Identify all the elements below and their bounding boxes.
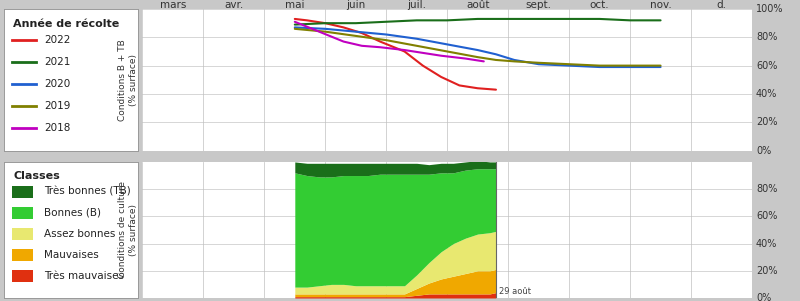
- Text: 2022: 2022: [44, 35, 70, 45]
- Text: 60%: 60%: [756, 211, 778, 221]
- Text: Très mauvaises: Très mauvaises: [44, 271, 124, 281]
- Bar: [12, 228, 34, 240]
- Text: Conditions de culture
(% surface): Conditions de culture (% surface): [118, 182, 138, 278]
- Text: 40%: 40%: [756, 239, 778, 249]
- Text: août: août: [466, 0, 490, 10]
- Text: 100%: 100%: [756, 4, 783, 14]
- Text: 2021: 2021: [44, 57, 70, 67]
- Text: 2019: 2019: [44, 101, 70, 111]
- Bar: [12, 270, 34, 282]
- Text: 20%: 20%: [756, 266, 778, 276]
- Text: sept.: sept.: [526, 0, 552, 10]
- Text: d.: d.: [717, 0, 726, 10]
- Text: 60%: 60%: [756, 61, 778, 71]
- Text: 2020: 2020: [44, 79, 70, 89]
- Text: 40%: 40%: [756, 89, 778, 99]
- Text: 0%: 0%: [756, 145, 771, 156]
- Bar: [12, 249, 34, 261]
- Text: 0%: 0%: [756, 293, 771, 301]
- Bar: [12, 186, 34, 198]
- Text: 80%: 80%: [756, 184, 778, 194]
- Text: mai: mai: [285, 0, 305, 10]
- Text: Année de récolte: Année de récolte: [14, 19, 120, 29]
- Text: oct.: oct.: [590, 0, 610, 10]
- Text: 29 août: 29 août: [499, 287, 531, 296]
- Text: Très bonnes (TB): Très bonnes (TB): [44, 187, 131, 197]
- Text: nov.: nov.: [650, 0, 671, 10]
- Text: 20%: 20%: [756, 117, 778, 127]
- Text: Mauvaises: Mauvaises: [44, 250, 99, 260]
- Text: Conditions B + TB
(% surface): Conditions B + TB (% surface): [118, 39, 138, 121]
- Text: 80%: 80%: [756, 32, 778, 42]
- Text: Assez bonnes: Assez bonnes: [44, 229, 115, 239]
- Text: juin: juin: [346, 0, 366, 10]
- Text: mars: mars: [160, 0, 186, 10]
- Text: juil.: juil.: [407, 0, 426, 10]
- Text: Bonnes (B): Bonnes (B): [44, 208, 101, 218]
- Text: avr.: avr.: [224, 0, 243, 10]
- Text: 2018: 2018: [44, 123, 70, 133]
- Bar: [12, 207, 34, 219]
- Text: Classes: Classes: [14, 172, 60, 182]
